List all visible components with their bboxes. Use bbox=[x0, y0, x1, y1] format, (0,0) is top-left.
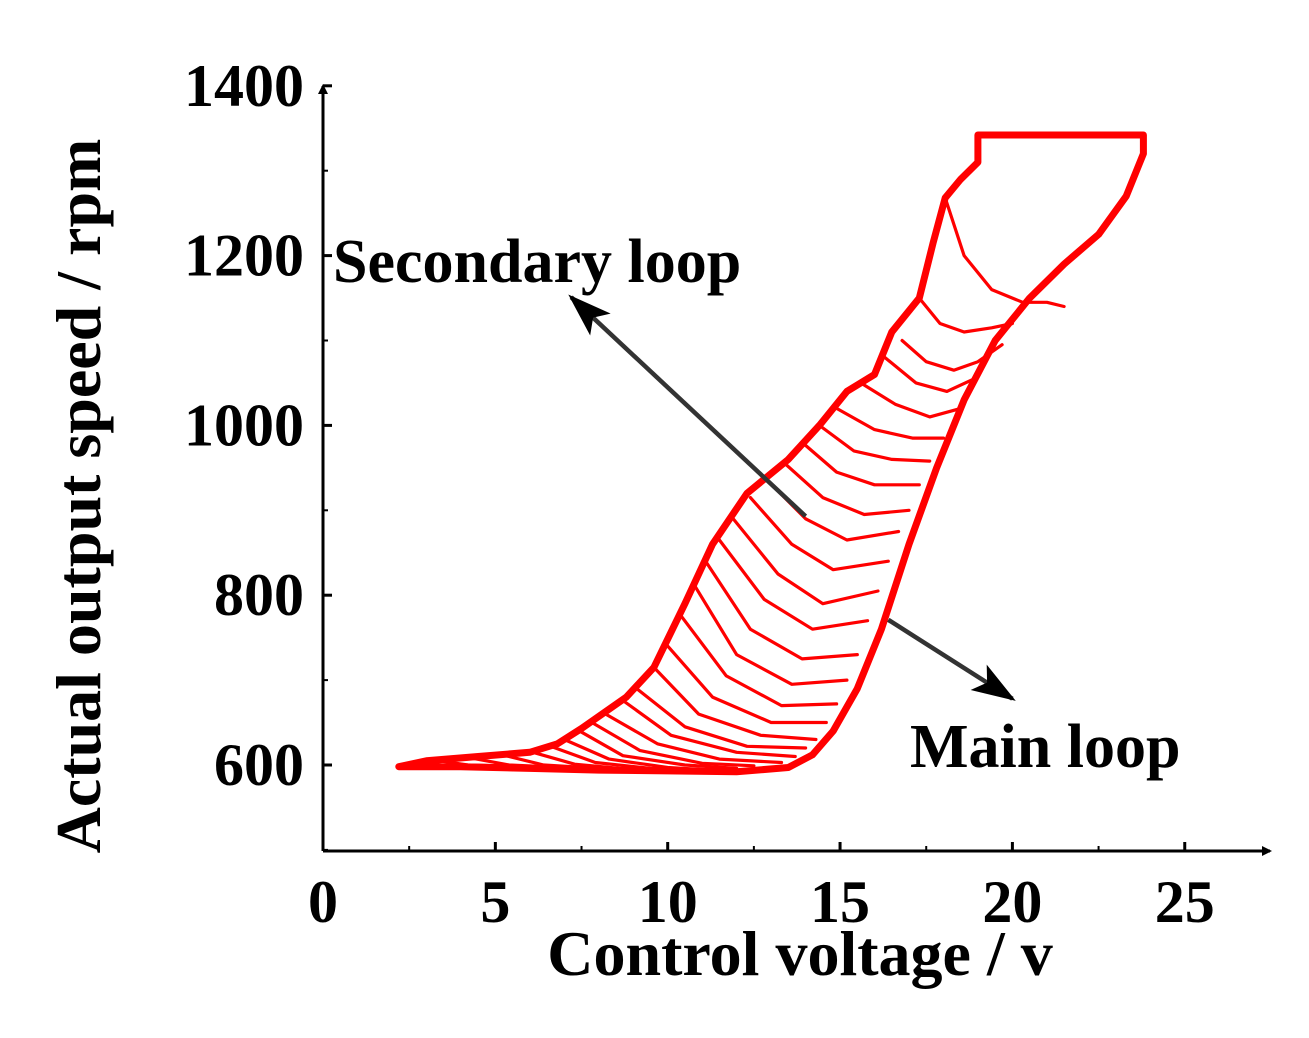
secondary-loop-curve bbox=[666, 644, 828, 725]
secondary-loop-curve bbox=[731, 517, 880, 606]
secondary-loop-label: Secondary loop bbox=[333, 228, 741, 296]
y-tick-label: 600 bbox=[214, 732, 304, 798]
secondary-loop-curve bbox=[548, 744, 687, 772]
x-axis-title: Control voltage / v bbox=[547, 918, 1052, 989]
x-tick-label: 10 bbox=[638, 869, 698, 935]
secondary-loop-curve bbox=[835, 406, 946, 440]
secondary-loop-curve bbox=[652, 665, 818, 742]
secondary-loop-curve bbox=[859, 381, 963, 419]
main-loop-arrow bbox=[887, 617, 1016, 701]
secondary-loop-curve bbox=[917, 296, 1014, 334]
secondary-loop-curve bbox=[783, 462, 911, 517]
secondary-loop-curve bbox=[621, 698, 797, 759]
main-loop-label: Main loop bbox=[910, 713, 1180, 781]
secondary-loop-curve bbox=[528, 749, 653, 771]
secondary-loop-curve bbox=[576, 728, 739, 770]
secondary-loop-curve bbox=[900, 338, 1004, 372]
secondary-loop-curve bbox=[635, 687, 808, 750]
y-tick-label: 1200 bbox=[184, 223, 304, 289]
secondary-loop-curve bbox=[466, 755, 549, 769]
secondary-loop-curve bbox=[883, 355, 977, 393]
x-tick-label: 0 bbox=[308, 869, 338, 935]
secondary-loop-curve bbox=[562, 737, 715, 772]
secondary-loop-curve bbox=[693, 585, 849, 686]
secondary-loop-curve bbox=[604, 712, 784, 765]
y-tick-label: 1000 bbox=[184, 392, 304, 458]
secondary-loop-curve bbox=[748, 496, 890, 572]
secondary-loop-curve bbox=[766, 479, 901, 542]
axes: 0 5 10 15 20 25 600 800 1000 1200 1400 bbox=[184, 53, 1272, 935]
secondary-loop-arrow bbox=[568, 294, 808, 518]
plot-area bbox=[395, 131, 1147, 776]
x-tick-label: 20 bbox=[982, 869, 1042, 935]
secondary-loop-curve bbox=[817, 423, 932, 463]
y-tick-label: 800 bbox=[214, 562, 304, 628]
secondary-loop-curve bbox=[431, 758, 504, 768]
secondary-loop-curve bbox=[679, 614, 839, 708]
secondary-loop-curve bbox=[800, 440, 921, 487]
secondary-loop-curve bbox=[590, 720, 756, 768]
secondary-loop-curve bbox=[717, 538, 870, 631]
secondary-loop-curve bbox=[704, 559, 859, 661]
secondary-loop-curve bbox=[943, 196, 1066, 309]
main-loop-curve bbox=[395, 131, 1147, 776]
y-tick-label: 1400 bbox=[184, 53, 304, 119]
x-tick-label: 5 bbox=[480, 869, 510, 935]
y-axis-title: Actual output speed / rpm bbox=[43, 139, 114, 854]
x-tick-label: 15 bbox=[810, 869, 870, 935]
x-tick-label: 25 bbox=[1155, 869, 1215, 935]
annotations: Secondary loop Main loop bbox=[333, 228, 1180, 781]
